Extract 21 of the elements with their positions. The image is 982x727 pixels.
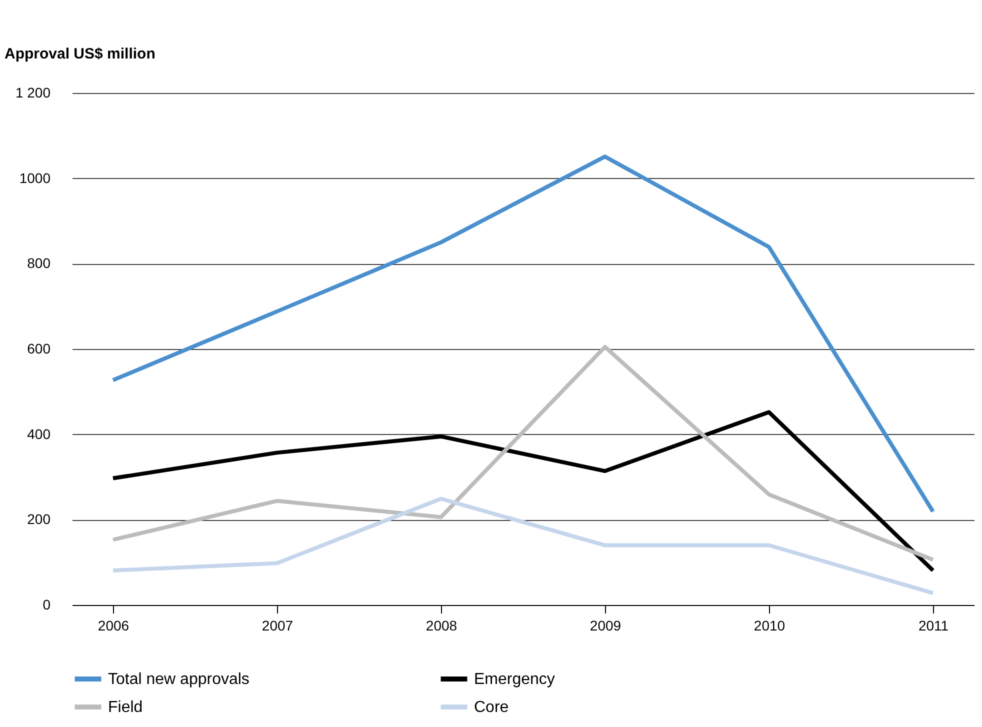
x-tick-label: 2007	[262, 618, 294, 634]
line-series	[111, 344, 935, 562]
x-tick-label: 2006	[98, 618, 130, 634]
x-tick-label: 2011	[918, 618, 949, 634]
y-tick-label: 400	[27, 426, 51, 442]
x-tick-label: 2010	[754, 618, 786, 634]
y-tick-label: 1000	[19, 170, 51, 186]
y-tick-label: 800	[27, 255, 51, 272]
legend-label: Total new approvals	[108, 671, 250, 688]
y-axis-title: Approval US$ million	[4, 46, 156, 62]
legend-label: Field	[108, 699, 143, 716]
legend-label: Core	[474, 699, 509, 716]
y-tick-label: 1 200	[15, 84, 51, 100]
x-tick-label: 2008	[426, 618, 458, 634]
y-tick-label: 600	[27, 340, 51, 356]
y-tick-label: 200	[27, 511, 51, 528]
line-series	[111, 154, 935, 514]
line-series	[111, 496, 935, 596]
legend-label: Emergency	[474, 671, 555, 688]
y-tick-label: 0	[42, 596, 51, 612]
x-tick-label: 2009	[590, 618, 622, 634]
